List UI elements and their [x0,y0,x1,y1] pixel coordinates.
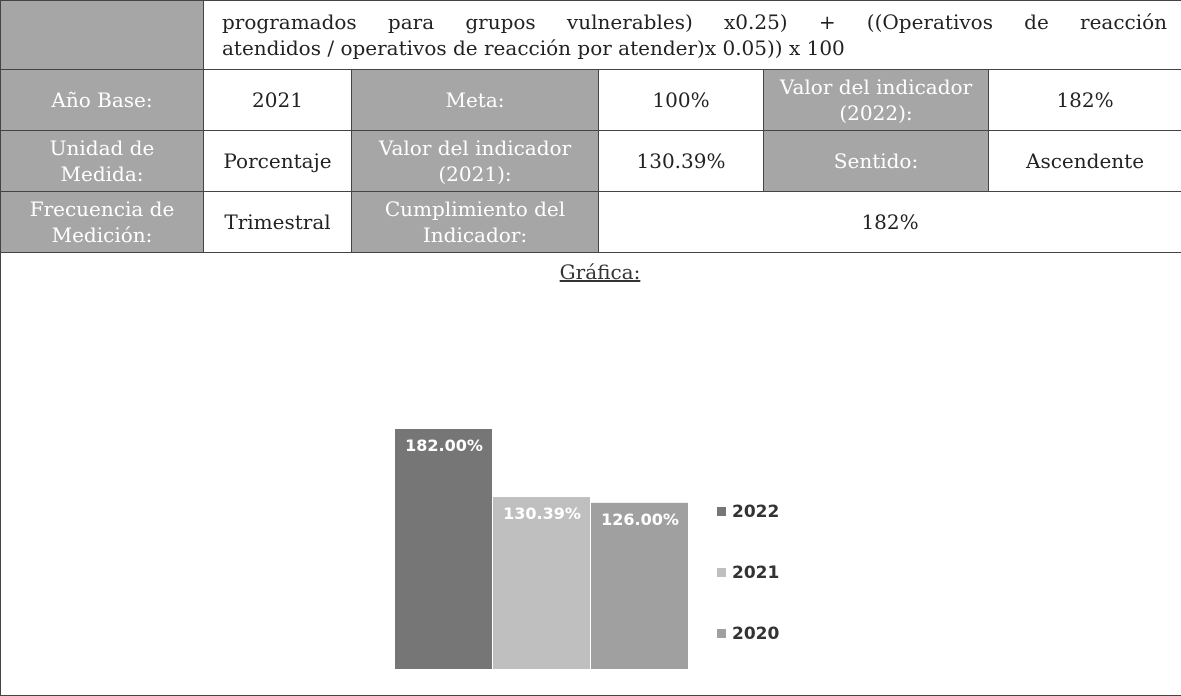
formula-line: atendidos / operativos de reacción por a… [222,35,1167,61]
data-label: 182.00% [405,436,483,455]
label-cell: Frecuencia de Medición: [1,192,204,253]
data-label: 130.39% [503,504,581,523]
legend-label: 2020 [732,624,779,644]
label-cell: Unidad de Medida: [1,131,204,192]
formula: programados para grupos vulnerables) x0.… [204,1,1181,70]
legend-label: 2022 [732,502,779,522]
legend-swatch [717,568,726,577]
value-cell: 2021 [204,70,352,131]
label-cell: Meta: [352,70,599,131]
legend-swatch [717,507,726,516]
bar [395,429,492,669]
value-cell: 182% [989,70,1181,131]
formula-line: programados para grupos vulnerables) x0.… [222,9,1167,35]
label-cell: Cumplimiento del Indicador: [352,192,599,253]
empty-cell [1,1,204,70]
label-cell: Valor del indicador (2022): [764,70,989,131]
chart-cell: Gráfica: 182.00% 2022 130.39% 2021 126.00% 20… [1,253,1181,696]
value-cell: Ascendente [989,131,1181,192]
data-label: 126.00% [601,510,679,529]
value-cell: Trimestral [204,192,352,253]
label-cell: Año Base: [1,70,204,131]
legend-label: 2021 [732,563,779,583]
value-cell: Porcentaje [204,131,352,192]
value-cell: 130.39% [599,131,764,192]
label-cell: Sentido: [764,131,989,192]
value-cell: 182% [599,192,1181,253]
chart: Gráfica: 182.00% 2022 130.39% 2021 126.00% 20… [2,253,1181,689]
chart-label: Gráfica: [559,260,640,284]
label-cell: Valor del indicador (2021): [352,131,599,192]
legend-swatch [717,629,726,638]
value-cell: 100% [599,70,764,131]
